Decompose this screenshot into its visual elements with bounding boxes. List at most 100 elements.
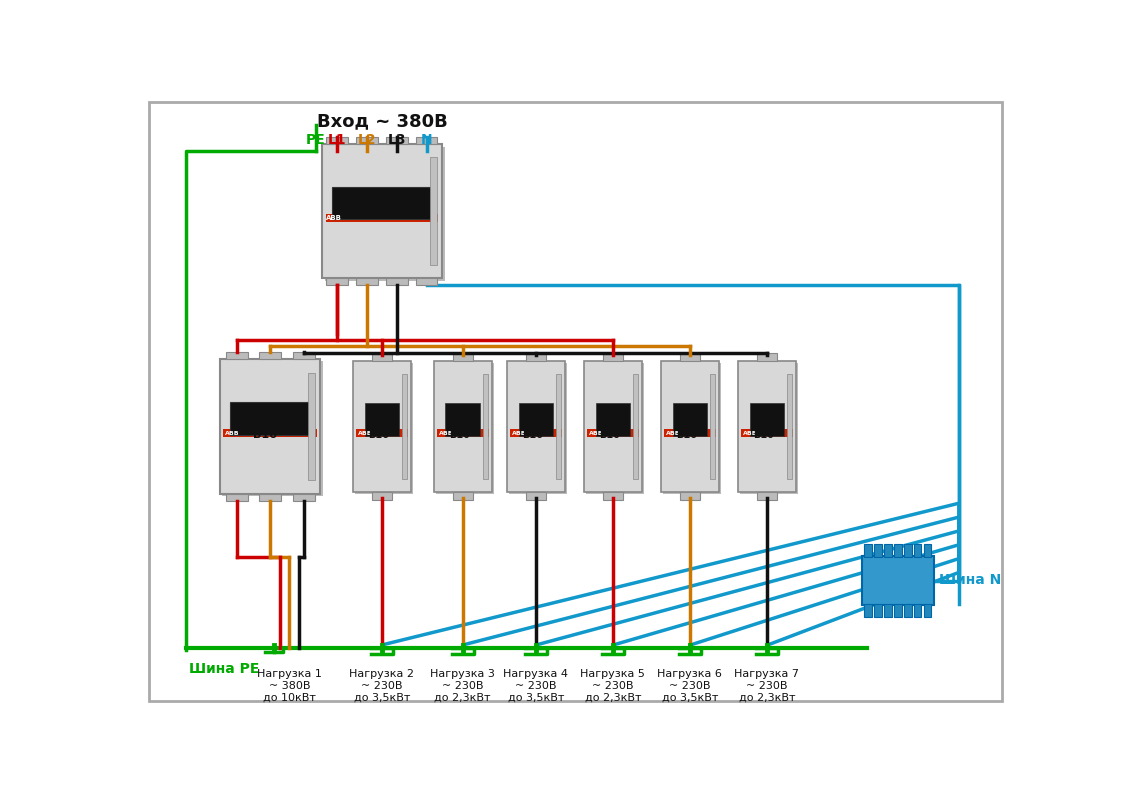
Text: Шина N: Шина N <box>939 573 1001 588</box>
Bar <box>453 353 473 361</box>
Bar <box>386 278 408 285</box>
FancyBboxPatch shape <box>355 363 413 494</box>
Bar <box>587 429 639 437</box>
Bar <box>526 353 546 361</box>
FancyBboxPatch shape <box>436 363 494 494</box>
Bar <box>309 373 316 480</box>
Bar <box>556 374 560 479</box>
Bar <box>595 403 630 436</box>
FancyBboxPatch shape <box>584 361 641 492</box>
Bar <box>914 544 922 557</box>
Text: ABB: ABB <box>358 431 373 436</box>
FancyBboxPatch shape <box>510 363 567 494</box>
Bar <box>453 492 473 500</box>
FancyBboxPatch shape <box>322 144 441 278</box>
Text: Нагрузка 4
~ 230В
до 3,5кВт: Нагрузка 4 ~ 230В до 3,5кВт <box>503 669 568 702</box>
Bar <box>356 278 377 285</box>
Bar <box>633 374 638 479</box>
Text: Шина PE: Шина PE <box>190 662 259 676</box>
FancyBboxPatch shape <box>149 102 1002 701</box>
Bar <box>326 214 438 222</box>
Bar <box>223 429 318 437</box>
Text: L3: L3 <box>387 133 407 147</box>
Text: ABB: ABB <box>743 431 758 436</box>
Bar <box>372 492 392 500</box>
FancyBboxPatch shape <box>220 359 320 494</box>
Bar <box>519 403 554 436</box>
Text: Нагрузка 1
~ 380В
до 10кВт: Нагрузка 1 ~ 380В до 10кВт <box>257 669 322 702</box>
Text: PE: PE <box>305 133 326 147</box>
Bar <box>526 492 546 500</box>
FancyBboxPatch shape <box>738 361 796 492</box>
Text: АВ
В10: АВ В10 <box>449 418 471 440</box>
FancyBboxPatch shape <box>433 361 492 492</box>
Bar <box>679 353 700 361</box>
Bar <box>226 494 248 501</box>
Bar <box>416 137 437 144</box>
Bar <box>923 603 931 618</box>
Bar <box>331 187 430 219</box>
FancyBboxPatch shape <box>222 362 322 496</box>
Text: Нагрузка 3
~ 230В
до 2,3кВт: Нагрузка 3 ~ 230В до 2,3кВт <box>430 669 495 702</box>
Bar <box>874 544 882 557</box>
Text: ABB: ABB <box>326 215 343 221</box>
Bar <box>293 494 314 501</box>
Bar <box>664 429 715 437</box>
Text: АВ
В16: АВ В16 <box>676 418 697 440</box>
Bar <box>923 544 931 557</box>
FancyBboxPatch shape <box>353 361 411 492</box>
Bar <box>884 603 892 618</box>
Bar <box>365 403 399 436</box>
Bar <box>230 402 310 435</box>
Bar <box>430 157 437 265</box>
Bar <box>904 544 912 557</box>
Bar <box>894 603 902 618</box>
FancyBboxPatch shape <box>861 556 934 605</box>
Text: АВ
В10: АВ В10 <box>754 418 775 440</box>
FancyBboxPatch shape <box>664 363 721 494</box>
Bar <box>327 137 348 144</box>
FancyBboxPatch shape <box>506 361 565 492</box>
Text: Нагрузка 5
~ 230В
до 2,3кВт: Нагрузка 5 ~ 230В до 2,3кВт <box>581 669 646 702</box>
Text: Вход ~ 380В: Вход ~ 380В <box>317 112 447 130</box>
FancyBboxPatch shape <box>326 146 445 281</box>
Bar <box>914 603 922 618</box>
Bar <box>757 353 777 361</box>
Bar <box>437 429 489 437</box>
Bar <box>673 403 707 436</box>
Bar <box>904 603 912 618</box>
FancyBboxPatch shape <box>586 363 645 494</box>
Text: Нагрузка 2
~ 230В
до 3,5кВт: Нагрузка 2 ~ 230В до 3,5кВт <box>349 669 414 702</box>
Bar <box>402 374 407 479</box>
Text: L1: L1 <box>328 133 346 147</box>
Bar <box>483 374 487 479</box>
Text: L2: L2 <box>357 133 376 147</box>
Text: Нагрузка 7
~ 230В
до 2,3кВт: Нагрузка 7 ~ 230В до 2,3кВт <box>734 669 800 702</box>
Bar <box>749 403 784 436</box>
Bar <box>679 492 700 500</box>
Bar <box>446 403 480 436</box>
Bar <box>865 544 871 557</box>
Bar <box>787 374 792 479</box>
Bar <box>386 137 408 144</box>
Text: АВ
В16: АВ В16 <box>522 418 544 440</box>
Bar <box>894 544 902 557</box>
Text: N: N <box>421 133 432 147</box>
Bar <box>741 429 793 437</box>
Bar <box>603 353 623 361</box>
Bar <box>416 278 437 285</box>
FancyBboxPatch shape <box>740 363 798 494</box>
Bar <box>226 352 248 359</box>
Bar <box>356 429 408 437</box>
Text: ABB: ABB <box>225 431 239 436</box>
Bar <box>327 278 348 285</box>
Bar <box>757 492 777 500</box>
Text: АВ С25: АВ С25 <box>350 204 401 217</box>
Bar <box>372 353 392 361</box>
Bar <box>293 352 314 359</box>
Bar <box>356 137 377 144</box>
Bar <box>510 429 562 437</box>
Text: Нагрузка 6
~ 230В
до 3,5кВт: Нагрузка 6 ~ 230В до 3,5кВт <box>657 669 722 702</box>
Text: ABB: ABB <box>512 431 527 436</box>
Text: ABB: ABB <box>439 431 454 436</box>
